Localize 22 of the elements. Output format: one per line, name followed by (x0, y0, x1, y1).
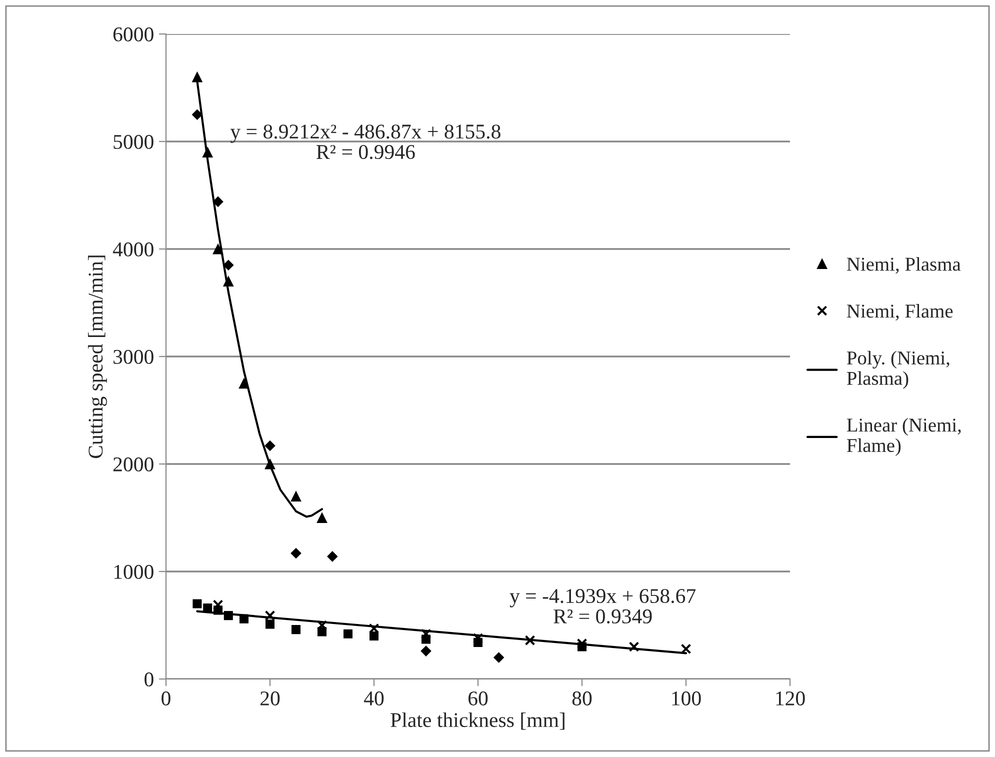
y-tick-label: 2000 (113, 457, 154, 472)
x-tick-label: 40 (364, 691, 384, 706)
x-tick-label: 80 (572, 691, 592, 706)
legend-label: Niemi, Flame (846, 304, 953, 321)
legend-label: Poly. (Niemi, Plasma) (846, 350, 950, 389)
x-tick-label: 20 (260, 691, 280, 706)
x-tick-label: 120 (776, 691, 805, 706)
x-tick-label: 100 (672, 691, 701, 706)
y-tick-label: 6000 (113, 27, 154, 42)
x-tick-label: 0 (162, 691, 170, 706)
y-tick-label: 3000 (114, 350, 154, 364)
x-axis-title: Plate thickness [mm] (390, 712, 564, 730)
x-tick-label: 60 (468, 691, 488, 706)
annotation: y = -4.1939x + 658.67 R² = 0.9349 (510, 588, 696, 624)
y-tick-label: 1000 (114, 564, 154, 579)
y-tick-label: 5000 (114, 134, 154, 149)
y-tick-label: 0 (144, 672, 154, 686)
y-tick-label: 4000 (112, 242, 154, 256)
annotation: y = 8.9212x² - 486.87x + 8155.8 R² = 0.9946 (230, 124, 500, 160)
y-axis-title: Cutting speed [mm/min] (88, 256, 107, 458)
legend-label: Niemi, Plasma (846, 257, 961, 274)
legend-label: Linear (Niemi, Flame) (846, 418, 961, 456)
